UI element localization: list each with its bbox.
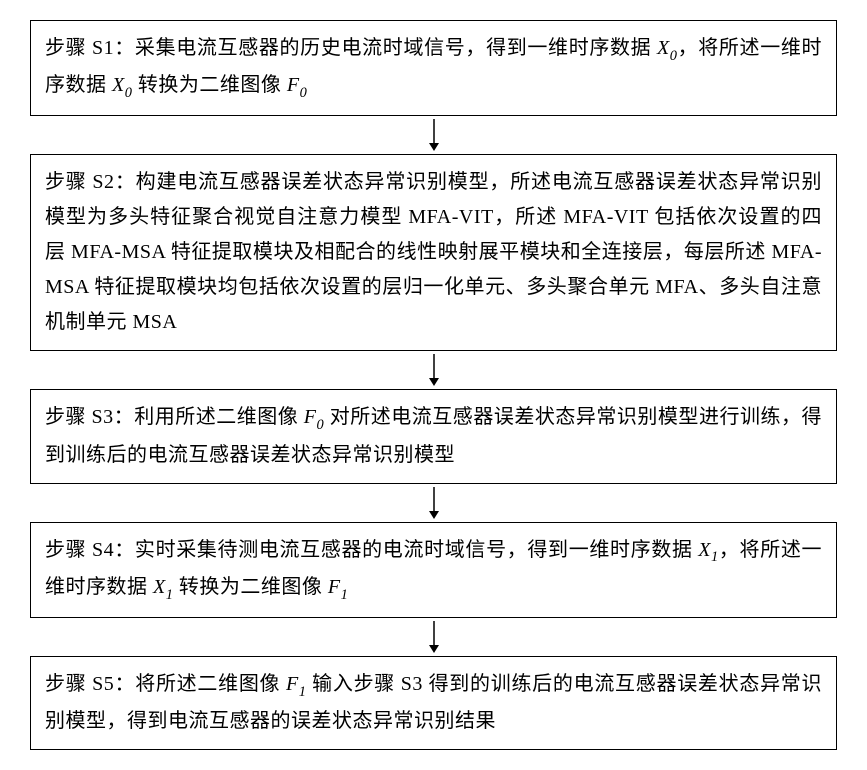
step-s4-label: 步骤 S4： bbox=[45, 539, 135, 561]
step-s1-label: 步骤 S1： bbox=[45, 37, 135, 59]
step-s5-box: 步骤 S5：将所述二维图像 F1 输入步骤 S3 得到的训练后的电流互感器误差状… bbox=[30, 656, 837, 750]
step-s3-body: 利用所述二维图像 F0 对所述电流互感器误差状态异常识别模型进行训练，得到训练后… bbox=[45, 406, 822, 465]
step-s3-label: 步骤 S3： bbox=[45, 406, 134, 428]
flowchart-container: 步骤 S1：采集电流互感器的历史电流时域信号，得到一维时序数据 X0，将所述一维… bbox=[30, 20, 837, 750]
step-s5-label: 步骤 S5： bbox=[45, 673, 135, 695]
arrow-s2-s3 bbox=[425, 351, 443, 389]
step-s3-box: 步骤 S3：利用所述二维图像 F0 对所述电流互感器误差状态异常识别模型进行训练… bbox=[30, 389, 837, 483]
arrow-s1-s2 bbox=[425, 116, 443, 154]
step-s4-box: 步骤 S4：实时采集待测电流互感器的电流时域信号，得到一维时序数据 X1，将所述… bbox=[30, 522, 837, 618]
step-s2-box: 步骤 S2：构建电流互感器误差状态异常识别模型，所述电流互感器误差状态异常识别模… bbox=[30, 154, 837, 351]
arrow-s4-s5 bbox=[425, 618, 443, 656]
step-s1-body: 采集电流互感器的历史电流时域信号，得到一维时序数据 X0，将所述一维时序数据 X… bbox=[45, 37, 822, 96]
step-s1-box: 步骤 S1：采集电流互感器的历史电流时域信号，得到一维时序数据 X0，将所述一维… bbox=[30, 20, 837, 116]
step-s5-body: 将所述二维图像 F1 输入步骤 S3 得到的训练后的电流互感器误差状态异常识别模… bbox=[45, 673, 822, 732]
step-s4-body: 实时采集待测电流互感器的电流时域信号，得到一维时序数据 X1，将所述一维时序数据… bbox=[45, 539, 822, 598]
step-s2-body: 构建电流互感器误差状态异常识别模型，所述电流互感器误差状态异常识别模型为多头特征… bbox=[45, 171, 822, 333]
arrow-s3-s4 bbox=[425, 484, 443, 522]
step-s2-label: 步骤 S2： bbox=[45, 171, 136, 193]
